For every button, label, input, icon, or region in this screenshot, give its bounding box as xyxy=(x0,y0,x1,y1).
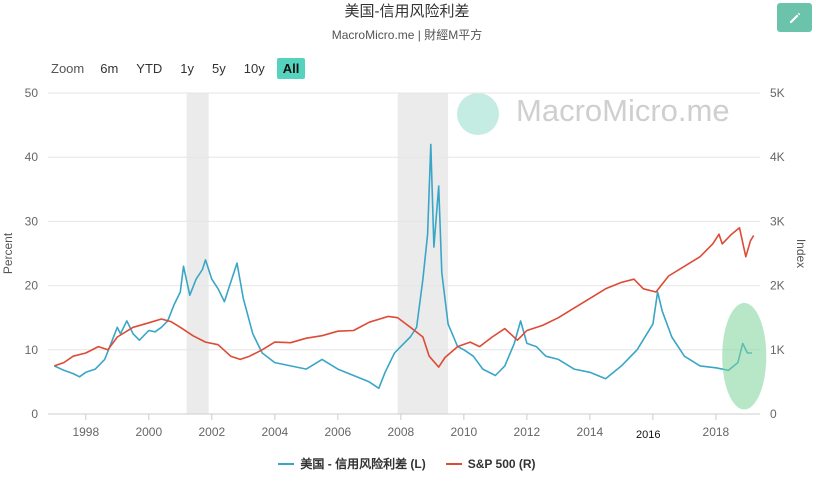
highlight-ellipse xyxy=(722,302,767,410)
y-right-tick-label: 3K xyxy=(770,214,785,228)
y-left-tick-label: 0 xyxy=(31,407,38,421)
x-tick-label: 2012 xyxy=(514,425,541,439)
zoom-5y-button[interactable]: 5y xyxy=(212,60,226,76)
x-tick-label: 2018 xyxy=(703,425,730,439)
zoom-label: Zoom xyxy=(51,60,85,76)
legend-swatch-spread xyxy=(278,462,295,465)
y-left-tick-label: 30 xyxy=(25,214,39,228)
x-tick-label: 2000 xyxy=(135,425,162,439)
x-tick-label: 2006 xyxy=(324,425,351,439)
legend-item-spread[interactable]: 美国 - 信用风险利差 (L) xyxy=(278,455,426,472)
series-line-0 xyxy=(53,143,753,390)
legend-item-sp500[interactable]: S&P 500 (R) xyxy=(445,455,536,472)
y-left-tick-label: 10 xyxy=(25,343,39,357)
zoom-10y-button[interactable]: 10y xyxy=(243,60,265,76)
zoom-bar: Zoom 6m YTD 1y 5y 10y All xyxy=(51,56,311,80)
zoom-ytd-button[interactable]: YTD xyxy=(136,60,163,76)
y-right-tick-label: 0 xyxy=(770,407,777,421)
y-left-tick-label: 50 xyxy=(25,86,39,100)
x-tick-label: 2004 xyxy=(261,425,288,439)
chart-title: 美国-信用风险利差 xyxy=(344,3,470,20)
chart-subtitle: MacroMicro.me | 財經M平方 xyxy=(331,28,483,42)
zoom-1y-button[interactable]: 1y xyxy=(180,60,195,76)
x-tick-label: 2008 xyxy=(387,425,414,439)
y-right-tick-label: 4K xyxy=(770,150,785,164)
legend-label-spread: 美国 - 信用风险利差 (L) xyxy=(300,457,426,471)
y-left-tick-label: 20 xyxy=(25,279,39,293)
x-tick-label: 2010 xyxy=(451,425,478,439)
watermark-logo-icon xyxy=(457,93,499,135)
zoom-all-button[interactable]: All xyxy=(276,57,306,79)
annotation-2016: 2016 xyxy=(636,429,661,441)
y-right-tick-label: 1K xyxy=(770,343,785,357)
pencil-icon xyxy=(789,12,800,23)
legend-swatch-sp500 xyxy=(445,462,462,465)
y-left-axis-title: Percent xyxy=(1,232,15,274)
legend: 美国 - 信用风险利差 (L) S&P 500 (R) xyxy=(0,455,814,472)
series-line-1 xyxy=(54,227,755,368)
watermark-text: MacroMicro.me xyxy=(516,93,730,128)
y-right-axis-title: Index xyxy=(794,239,808,268)
x-tick-label: 2014 xyxy=(577,425,604,439)
recession-band-0 xyxy=(186,93,209,414)
recession-band-1 xyxy=(397,93,449,414)
y-right-tick-label: 2K xyxy=(770,279,785,293)
edit-button[interactable] xyxy=(777,3,812,32)
x-tick-label: 1998 xyxy=(72,425,99,439)
y-left-tick-label: 40 xyxy=(25,150,39,164)
y-right-tick-label: 5K xyxy=(770,86,785,100)
x-tick-label: 2002 xyxy=(198,425,225,439)
zoom-6m-button[interactable]: 6m xyxy=(100,60,119,76)
legend-label-sp500: S&P 500 (R) xyxy=(467,456,536,471)
